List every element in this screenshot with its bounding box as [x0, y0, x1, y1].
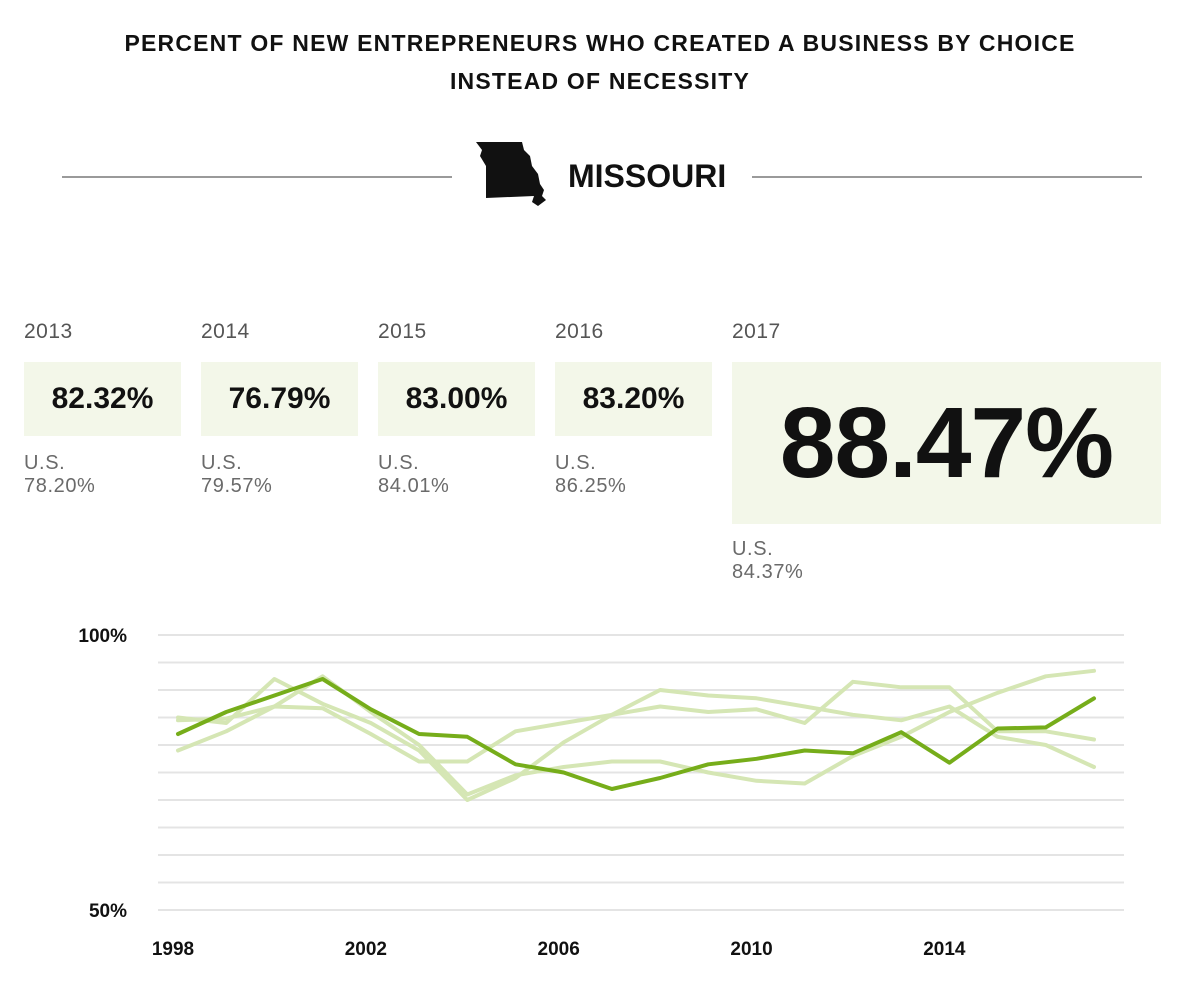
- x-tick-label: 2014: [923, 939, 966, 960]
- x-tick-label: 2002: [345, 939, 387, 960]
- card-us-value: U.S. 86.25%: [555, 452, 627, 497]
- card-value: 76.79%: [201, 362, 358, 436]
- x-tick-label: 1998: [152, 939, 194, 960]
- card-year: 2017: [732, 320, 781, 343]
- card-year: 2013: [24, 320, 73, 343]
- card-value: 82.32%: [24, 362, 181, 436]
- year-card-2017: 2017 88.47% U.S. 84.37%: [732, 320, 1161, 583]
- year-card-2013: 2013 82.32% U.S. 78.20%: [24, 320, 181, 497]
- card-us-value: U.S. 84.01%: [378, 452, 450, 497]
- card-value: 83.20%: [555, 362, 712, 436]
- y-tick-label: 50%: [89, 901, 127, 922]
- chart-title: PERCENT OF NEW ENTREPRENEURS WHO CREATED…: [0, 24, 1183, 100]
- title-line-2: INSTEAD OF NECESSITY: [449, 68, 751, 94]
- line-chart: 100% 50% 1998 2002 2006 2010 2014: [78, 626, 1124, 960]
- card-value-large: 88.47%: [732, 362, 1161, 524]
- year-card-2014: 2014 76.79% U.S. 79.57%: [201, 320, 358, 497]
- y-tick-label: 100%: [78, 626, 127, 647]
- card-year: 2014: [201, 320, 250, 343]
- card-year: 2016: [555, 320, 604, 343]
- card-us-value: U.S. 78.20%: [24, 452, 96, 497]
- x-tick-label: 2006: [538, 939, 580, 960]
- missouri-map-icon: [476, 142, 546, 206]
- series-line-other: [176, 677, 1096, 802]
- state-name: MISSOURI: [568, 158, 727, 194]
- series-line-missouri: [176, 677, 1096, 791]
- x-tick-label: 2010: [730, 939, 772, 960]
- card-value: 83.00%: [378, 362, 535, 436]
- card-year: 2015: [378, 320, 427, 343]
- card-us-value: U.S. 84.37%: [732, 538, 804, 583]
- year-card-2015: 2015 83.00% U.S. 84.01%: [378, 320, 535, 497]
- card-us-value: U.S. 79.57%: [201, 452, 273, 497]
- year-card-2016: 2016 83.20% U.S. 86.25%: [555, 320, 712, 497]
- divider-right: [752, 176, 1142, 178]
- series-line-other: [176, 688, 1096, 769]
- title-line-1: PERCENT OF NEW ENTREPRENEURS WHO CREATED…: [124, 30, 1076, 56]
- divider-left: [62, 176, 452, 178]
